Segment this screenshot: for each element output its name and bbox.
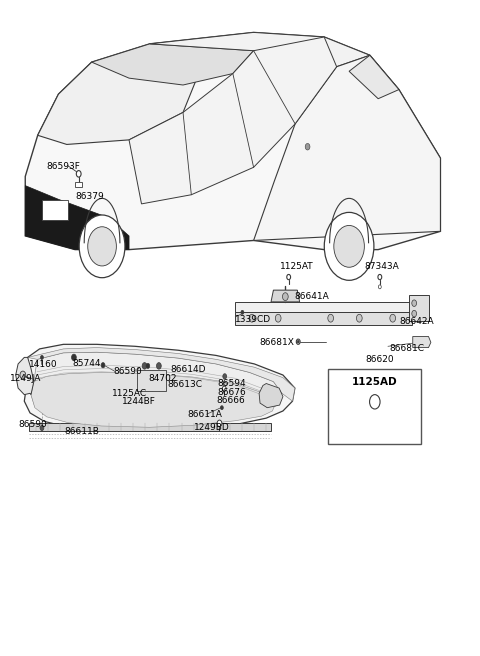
Circle shape — [217, 420, 222, 426]
Circle shape — [334, 226, 364, 267]
Polygon shape — [24, 344, 295, 431]
Polygon shape — [235, 312, 412, 325]
Text: 86590: 86590 — [18, 420, 47, 429]
Circle shape — [282, 293, 288, 300]
Circle shape — [296, 339, 300, 344]
Text: 86642A: 86642A — [399, 317, 433, 326]
Circle shape — [156, 363, 161, 369]
Text: 1125AD: 1125AD — [352, 377, 397, 387]
Text: 85744: 85744 — [72, 359, 100, 369]
Text: 86620: 86620 — [365, 355, 394, 364]
Bar — [42, 200, 68, 220]
Bar — [75, 182, 82, 187]
Circle shape — [297, 340, 299, 343]
Circle shape — [378, 285, 381, 289]
Text: 86666: 86666 — [216, 396, 245, 405]
Text: 86614D: 86614D — [171, 365, 206, 374]
Circle shape — [412, 300, 417, 306]
Text: 1249JA: 1249JA — [10, 375, 41, 384]
Circle shape — [40, 356, 43, 359]
Polygon shape — [28, 348, 295, 401]
Text: 1125AT: 1125AT — [280, 262, 313, 271]
Polygon shape — [31, 352, 282, 426]
Polygon shape — [25, 186, 129, 250]
Circle shape — [223, 382, 226, 386]
Circle shape — [223, 374, 227, 379]
Circle shape — [249, 314, 255, 322]
Circle shape — [324, 213, 374, 280]
Bar — [137, 370, 166, 391]
Circle shape — [40, 425, 44, 430]
Text: 86593F: 86593F — [47, 161, 81, 171]
Polygon shape — [38, 62, 200, 144]
Text: 86379: 86379 — [75, 192, 104, 201]
Text: 14160: 14160 — [29, 360, 58, 369]
Polygon shape — [25, 32, 441, 250]
Polygon shape — [274, 290, 297, 302]
Circle shape — [142, 363, 147, 369]
Text: 87343A: 87343A — [364, 262, 399, 271]
Polygon shape — [29, 422, 271, 431]
Text: 1249BD: 1249BD — [194, 422, 229, 432]
Text: 86611A: 86611A — [188, 410, 222, 419]
Polygon shape — [150, 32, 370, 67]
Polygon shape — [409, 295, 429, 321]
Polygon shape — [235, 302, 412, 312]
Text: 84702: 84702 — [148, 375, 177, 384]
Circle shape — [222, 386, 226, 392]
Polygon shape — [253, 55, 441, 241]
Polygon shape — [129, 37, 336, 204]
Text: 86676: 86676 — [217, 388, 246, 396]
Circle shape — [357, 314, 362, 322]
Circle shape — [390, 314, 396, 322]
Circle shape — [305, 144, 310, 150]
Circle shape — [412, 310, 417, 317]
Polygon shape — [413, 337, 431, 348]
Circle shape — [79, 215, 125, 277]
Polygon shape — [349, 55, 399, 98]
Circle shape — [76, 171, 81, 177]
Circle shape — [287, 274, 290, 279]
Text: 86594: 86594 — [217, 379, 246, 388]
Text: 86611B: 86611B — [64, 427, 99, 436]
Circle shape — [276, 314, 281, 322]
Polygon shape — [31, 373, 276, 427]
Text: 86641A: 86641A — [294, 292, 329, 301]
Circle shape — [88, 227, 116, 266]
Circle shape — [72, 354, 76, 361]
Text: 1339CD: 1339CD — [235, 315, 271, 324]
Polygon shape — [16, 358, 34, 395]
Text: 1125AC: 1125AC — [112, 389, 147, 398]
Circle shape — [20, 371, 26, 379]
Circle shape — [328, 314, 334, 322]
Polygon shape — [92, 44, 253, 85]
Text: 86613C: 86613C — [168, 380, 203, 388]
Bar — [328, 369, 421, 444]
Circle shape — [370, 395, 380, 409]
Polygon shape — [271, 290, 300, 302]
Text: 1244BF: 1244BF — [122, 398, 156, 406]
Text: 86681C: 86681C — [389, 344, 424, 354]
Circle shape — [241, 310, 244, 314]
Text: 86681X: 86681X — [259, 338, 294, 347]
Circle shape — [146, 363, 150, 369]
Circle shape — [220, 405, 223, 409]
Circle shape — [378, 274, 382, 279]
Circle shape — [101, 363, 105, 368]
Polygon shape — [259, 384, 283, 407]
Text: 86590: 86590 — [113, 367, 142, 376]
